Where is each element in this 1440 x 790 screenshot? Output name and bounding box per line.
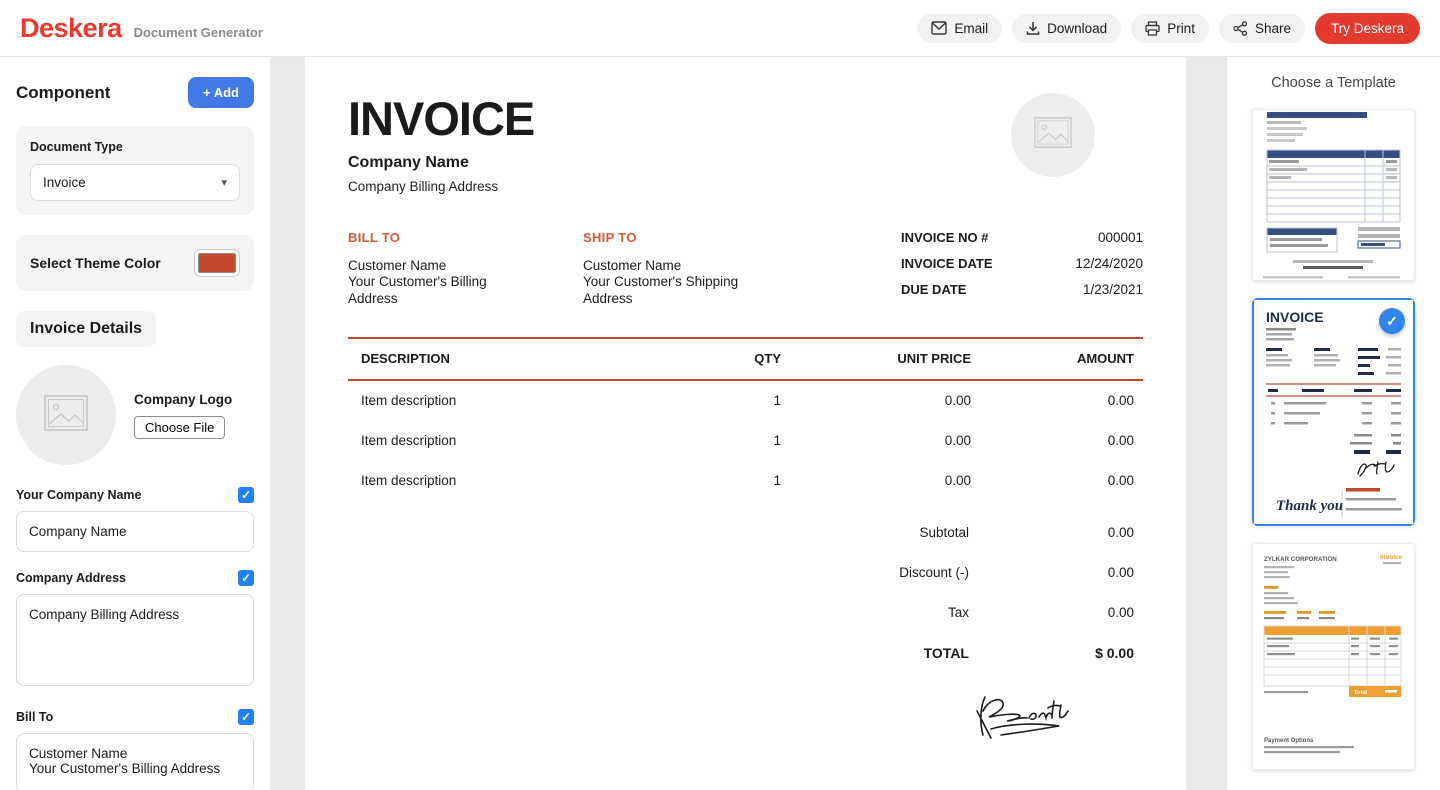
svg-text:INVOICE: INVOICE bbox=[1266, 309, 1324, 325]
subtotal-label: Subtotal bbox=[919, 525, 969, 541]
try-deskera-button[interactable]: Try Deskera bbox=[1314, 12, 1420, 44]
theme-color-picker[interactable] bbox=[194, 249, 240, 277]
image-placeholder-icon bbox=[44, 394, 88, 436]
discount-value: 0.00 bbox=[1107, 565, 1134, 581]
document-type-select[interactable]: Invoice ▾ bbox=[30, 164, 240, 201]
company-logo-label: Company Logo bbox=[134, 391, 233, 407]
invoice-title: INVOICE bbox=[348, 92, 535, 145]
company-name-input[interactable] bbox=[16, 511, 254, 552]
image-placeholder-icon bbox=[1034, 117, 1072, 153]
choose-template-title: Choose a Template bbox=[1271, 75, 1396, 91]
add-component-button[interactable]: + Add bbox=[188, 77, 254, 108]
items-header-row: DESCRIPTION QTY UNIT PRICE AMOUNT bbox=[348, 336, 1143, 381]
chevron-down-icon: ▾ bbox=[221, 177, 227, 189]
table-row: Item description 1 0.00 0.00 bbox=[361, 393, 1134, 409]
theme-color-label: Select Theme Color bbox=[30, 255, 161, 271]
download-button[interactable]: Download bbox=[1012, 13, 1122, 43]
template-thumbnail-modern-navy[interactable]: ✓ INVOICE bbox=[1252, 298, 1415, 526]
svg-text:ZYLKAR CORPORATION: ZYLKAR CORPORATION bbox=[1264, 556, 1337, 563]
company-name-checkbox[interactable]: ✓ bbox=[238, 487, 254, 503]
email-icon bbox=[931, 21, 948, 35]
share-button[interactable]: Share bbox=[1218, 13, 1305, 43]
component-sidebar: Component + Add Document Type Invoice ▾ … bbox=[0, 57, 270, 790]
total-label: TOTAL bbox=[923, 644, 969, 661]
deskera-logo: Deskera bbox=[20, 12, 122, 43]
invoice-company-name: Company Name bbox=[348, 153, 469, 171]
invoice-company-address: Company Billing Address bbox=[348, 178, 499, 194]
invoice-logo-placeholder bbox=[1011, 93, 1095, 177]
invoice-date-value: 12/24/2020 bbox=[1075, 255, 1143, 271]
signature-image bbox=[971, 691, 1075, 748]
due-date-value: 1/23/2021 bbox=[1082, 281, 1143, 297]
download-icon bbox=[1026, 21, 1040, 36]
invoice-date-label: INVOICE DATE bbox=[901, 255, 993, 271]
tax-label: Tax bbox=[947, 605, 969, 621]
company-address-field-label: Company Address bbox=[16, 571, 126, 585]
svg-text:Invoice: Invoice bbox=[1380, 554, 1403, 561]
due-date-label: DUE DATE bbox=[901, 281, 967, 297]
selected-check-icon: ✓ bbox=[1379, 308, 1405, 334]
template-thumbnail-zylkar-orange[interactable]: ZYLKAR CORPORATION Invoice bbox=[1252, 543, 1415, 770]
print-icon bbox=[1145, 20, 1160, 36]
email-button[interactable]: Email bbox=[917, 13, 1003, 43]
discount-label: Discount (-) bbox=[899, 565, 969, 581]
ship-to-name: Customer Name bbox=[583, 257, 682, 273]
template-thumbnail-classic-blue[interactable] bbox=[1252, 109, 1415, 281]
bill-to-address: Your Customer's Billing Address bbox=[348, 274, 487, 306]
company-name-field-label: Your Company Name bbox=[16, 488, 142, 502]
invoice-details-title: Invoice Details bbox=[16, 311, 157, 347]
invoice-preview: INVOICE Company Name Company Billing Add… bbox=[305, 57, 1186, 790]
invoice-items-table: DESCRIPTION QTY UNIT PRICE AMOUNT Item d… bbox=[348, 336, 1143, 501]
tax-value: 0.00 bbox=[1107, 605, 1134, 621]
invoice-no-label: INVOICE NO # bbox=[901, 229, 989, 245]
table-row: Item description 1 0.00 0.00 bbox=[361, 473, 1134, 489]
table-row: Item description 1 0.00 0.00 bbox=[361, 433, 1134, 449]
app-header: Deskera Document Generator Email Downloa… bbox=[0, 0, 1440, 57]
company-address-checkbox[interactable]: ✓ bbox=[238, 570, 254, 586]
company-address-textarea[interactable]: Company Billing Address bbox=[16, 594, 254, 686]
choose-file-button[interactable]: Choose File bbox=[134, 415, 226, 439]
company-logo-placeholder bbox=[16, 365, 116, 465]
document-type-card: Document Type Invoice ▾ bbox=[16, 126, 254, 215]
svg-text:Payment Options: Payment Options bbox=[1264, 738, 1314, 744]
bill-to-name: Customer Name bbox=[348, 257, 447, 273]
bill-to-heading: BILL TO bbox=[348, 229, 401, 245]
ship-to-heading: SHIP TO bbox=[583, 229, 637, 245]
theme-color-swatch bbox=[198, 253, 236, 273]
share-icon bbox=[1233, 20, 1248, 36]
total-value: $ 0.00 bbox=[1095, 644, 1134, 661]
invoice-totals: Subtotal 0.00 Discount (-) 0.00 Tax 0.00… bbox=[348, 513, 1143, 673]
app-title: Document Generator bbox=[133, 24, 263, 40]
bill-to-textarea[interactable]: Customer Name Your Customer's Billing Ad… bbox=[16, 733, 254, 790]
document-type-label: Document Type bbox=[30, 140, 123, 154]
invoice-no-value: 000001 bbox=[1097, 229, 1143, 245]
component-title: Component bbox=[16, 82, 111, 102]
svg-text:Thank you: Thank you bbox=[1276, 498, 1343, 514]
subtotal-value: 0.00 bbox=[1107, 525, 1134, 541]
theme-color-card: Select Theme Color bbox=[16, 235, 254, 291]
ship-to-address: Your Customer's Shipping Address bbox=[583, 274, 739, 306]
bill-to-checkbox[interactable]: ✓ bbox=[238, 709, 254, 725]
print-button[interactable]: Print bbox=[1131, 13, 1209, 43]
template-panel: Choose a Template bbox=[1227, 57, 1440, 790]
svg-text:Total: Total bbox=[1354, 690, 1368, 696]
bill-to-field-label: Bill To bbox=[16, 710, 54, 724]
